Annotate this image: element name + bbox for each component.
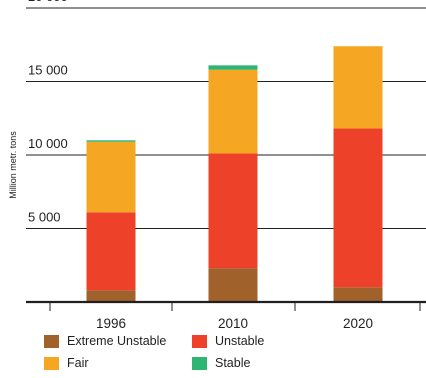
legend-swatch	[192, 334, 207, 348]
y-tick-label: 5 000	[28, 210, 61, 225]
x-axis	[26, 300, 426, 311]
legend-item-fair: Fair	[44, 356, 89, 370]
x-tick-labels: 1996 2010 2020	[96, 316, 373, 331]
legend-label: Stable	[215, 356, 251, 370]
x-tick-label: 2010	[218, 316, 248, 331]
bar-segment	[208, 65, 258, 70]
legend-item-unstable: Unstable	[192, 334, 264, 348]
y-tick-label: 10 000	[28, 136, 68, 151]
legend-swatch	[44, 334, 59, 348]
bar-segment	[86, 290, 136, 302]
legend-swatch	[192, 356, 207, 370]
legend-label: Unstable	[215, 334, 265, 348]
bar-segment	[208, 153, 258, 269]
bar-segment	[333, 46, 383, 129]
bar-segment	[86, 140, 136, 142]
legend-item-stable: Stable	[192, 356, 250, 370]
legend-label: Extreme Unstable	[67, 334, 167, 348]
bar-segment	[208, 69, 258, 154]
bars	[86, 46, 383, 302]
legend-label: Fair	[67, 356, 89, 370]
bar-segment	[333, 128, 383, 288]
legend-item-extreme-unstable: Extreme Unstable	[44, 334, 166, 348]
bar-segment	[86, 141, 136, 213]
y-tick-labels: 5 000 10 000 15 000 20 000	[28, 0, 68, 225]
y-tick-label: 15 000	[28, 63, 68, 78]
x-tick-label: 1996	[96, 316, 126, 331]
bar-segment	[208, 268, 258, 302]
bar-segment	[86, 212, 136, 291]
y-tick-label: 20 000	[28, 0, 68, 4]
legend-swatch	[44, 356, 59, 370]
y-axis-label: Million metr. tons	[8, 131, 18, 199]
x-tick-label: 2020	[343, 316, 373, 331]
bar-segment	[333, 287, 383, 302]
